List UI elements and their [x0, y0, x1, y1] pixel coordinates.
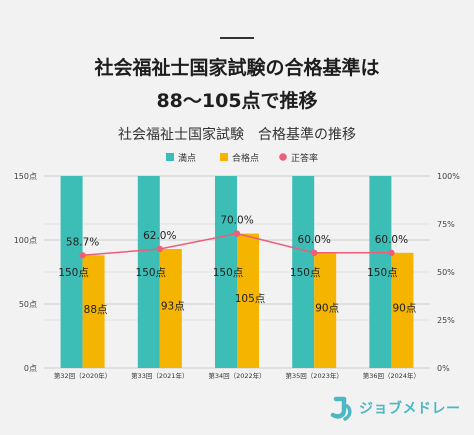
accuracy-rate-point: [311, 249, 318, 256]
accuracy-rate-point: [156, 245, 163, 253]
x-category-label: 第32回（2020年）: [54, 371, 111, 380]
title-decoration-rule: [220, 37, 254, 39]
pass-score-bar: [391, 252, 414, 368]
accuracy-rate-label: 60.0%: [375, 234, 408, 246]
y-right-tick-label: 75%: [437, 220, 455, 229]
accuracy-rate-point: [388, 249, 395, 256]
x-category-label: 第36回（2024年）: [363, 371, 420, 380]
legend-label-2: 合格点: [232, 152, 259, 164]
x-category-label: 第35回（2023年）: [286, 371, 343, 380]
brand-logo: ジョブメドレー: [330, 394, 461, 422]
max-score-label: 150点: [136, 267, 167, 279]
headline-line-2: 88～105点で推移: [156, 90, 318, 112]
pass-score-label: 93点: [161, 301, 185, 313]
y-left-tick-label: 50点: [19, 300, 37, 309]
y-right-tick-label: 0%: [437, 364, 450, 373]
y-left-tick-label: 0点: [24, 364, 37, 373]
x-category-label: 第34回（2022年）: [208, 371, 265, 380]
accuracy-rate-point: [79, 252, 86, 259]
max-score-label: 150点: [367, 267, 398, 279]
pass-score-bar: [237, 233, 259, 368]
brand-name: ジョブメドレー: [359, 401, 461, 417]
max-score-label: 150点: [290, 267, 321, 279]
x-category-label: 第33回（2021年）: [131, 371, 188, 380]
pass-score-label: 88点: [84, 304, 108, 316]
page-headline: 社会福祉士国家試験の合格基準は 88～105点で推移: [0, 52, 474, 118]
chart-title: 社会福祉士国家試験 合格基準の推移: [118, 126, 356, 143]
accuracy-rate-point: [233, 230, 241, 237]
pass-score-bar: [159, 248, 182, 368]
legend-label-1: 満点: [178, 153, 196, 164]
max-score-bar: [137, 176, 160, 368]
accuracy-rate-label: 70.0%: [220, 215, 253, 227]
max-score-label: 150点: [58, 267, 89, 279]
legend-label-3: 正答率: [291, 152, 318, 164]
max-score-bar: [369, 176, 392, 368]
legend-swatch-2: [220, 153, 228, 161]
y-right-tick-label: 25%: [437, 316, 455, 325]
pass-score-bar: [314, 252, 337, 368]
max-score-bar: [60, 176, 83, 368]
accuracy-rate-label: 60.0%: [298, 234, 331, 246]
accuracy-rate-label: 58.7%: [66, 236, 99, 248]
y-left-tick-label: 100点: [14, 236, 37, 245]
legend-swatch-3: [279, 153, 287, 161]
y-right-tick-label: 100%: [437, 172, 460, 181]
pass-score-bar: [82, 255, 105, 368]
max-score-bar: [215, 176, 237, 368]
pass-score-label: 105点: [235, 293, 266, 305]
pass-score-label: 90点: [315, 303, 339, 315]
max-score-bar: [292, 176, 315, 368]
brand-mark-icon: [330, 396, 352, 421]
accuracy-rate-label: 62.0%: [143, 230, 176, 242]
max-score-label: 150点: [213, 267, 244, 279]
headline-line-1: 社会福祉士国家試験の合格基準は: [94, 57, 380, 79]
pass-score-label: 90点: [392, 303, 416, 315]
y-right-tick-label: 50%: [437, 268, 455, 277]
y-left-tick-label: 150点: [14, 172, 37, 181]
legend-swatch-1: [166, 153, 174, 161]
